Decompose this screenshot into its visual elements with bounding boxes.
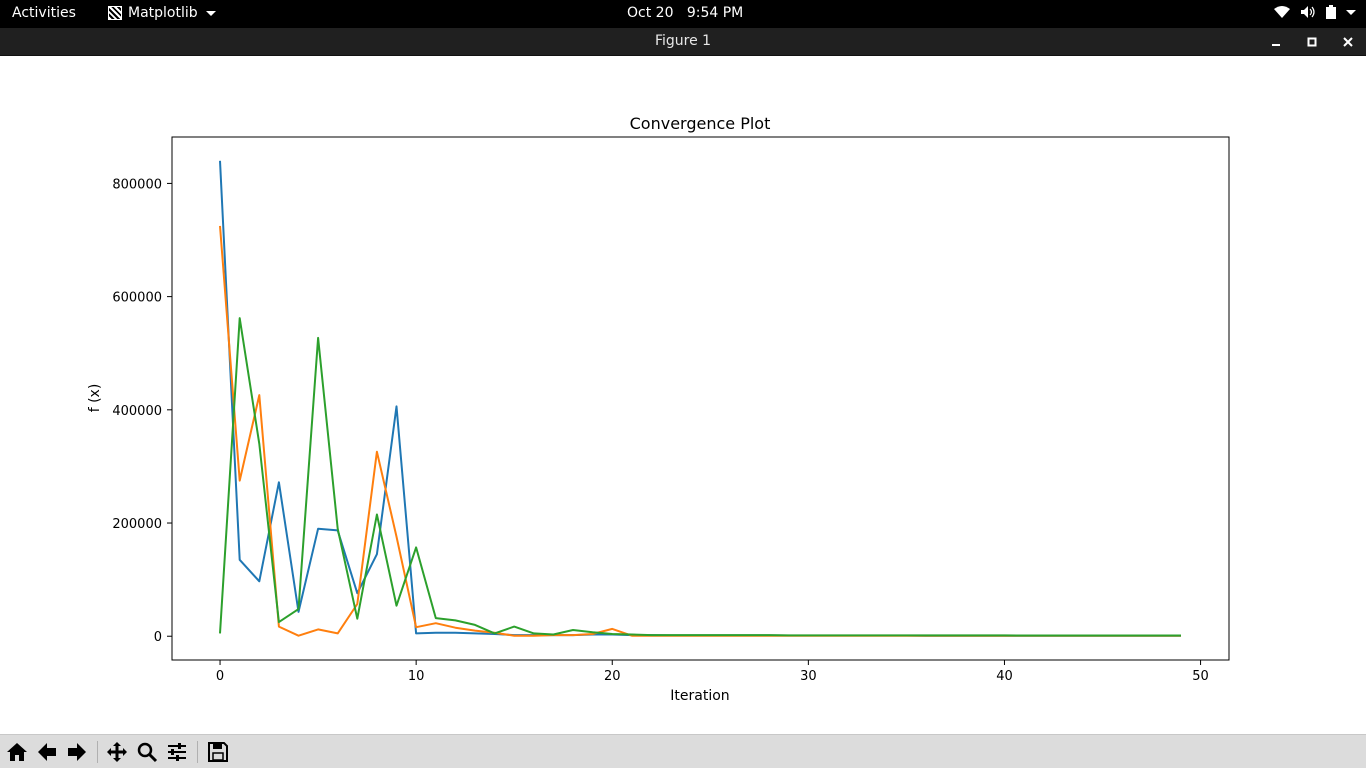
window-title-bar: Figure 1 [0,28,1366,56]
toolbar-separator [197,741,198,763]
y-tick-label: 0 [154,630,162,645]
clock[interactable]: Oct 20 9:54 PM [627,5,744,21]
x-tick-label: 0 [216,669,224,684]
close-icon [1343,37,1353,47]
toolbar-separator [97,741,98,763]
minimize-icon [1272,44,1280,46]
power-menu-icon [1346,10,1356,15]
save-button[interactable] [205,739,231,765]
configure-subplots-button[interactable] [164,739,190,765]
figure-canvas[interactable]: 0 10 20 30 40 50 0 200000 400000 600000 800000 Co… [0,56,1366,734]
pan-button[interactable] [104,739,130,765]
system-tray[interactable] [1274,5,1356,19]
y-axis-label: f (x) [87,384,103,413]
series-line-3 [219,317,1181,637]
y-tick-label: 400000 [112,404,162,419]
x-tick-label: 10 [408,669,425,684]
battery-icon [1326,5,1336,19]
arrow-left-icon [38,743,56,761]
convergence-chart[interactable]: 0 10 20 30 40 50 0 200000 400000 600000 800000 Co… [0,56,1366,734]
arrow-right-icon [68,743,86,761]
chart-title: Convergence Plot [630,114,771,133]
y-tick-label: 600000 [112,291,162,306]
forward-button[interactable] [64,739,90,765]
app-menu[interactable]: Matplotlib [108,5,216,21]
series-line-1 [219,160,1181,637]
maximize-icon [1307,37,1317,47]
home-button[interactable] [4,739,30,765]
x-axis-label: Iteration [670,688,729,704]
matplotlib-app-icon [108,6,122,20]
chevron-down-icon [205,10,216,16]
volume-icon [1301,6,1315,18]
home-icon [7,743,27,761]
floppy-disk-icon [208,742,228,762]
x-tick-label: 50 [1192,669,1209,684]
zoom-button[interactable] [134,739,160,765]
move-icon [107,742,127,762]
maximize-button[interactable] [1302,32,1322,52]
activities-button[interactable]: Activities [12,5,76,21]
app-menu-label: Matplotlib [128,5,198,21]
series-line-2 [219,225,1181,637]
y-tick-label: 200000 [112,517,162,532]
x-tick-label: 20 [604,669,621,684]
navigation-toolbar [0,734,1366,768]
window-title: Figure 1 [654,33,712,49]
close-button[interactable] [1338,32,1358,52]
magnifier-icon [137,742,158,763]
x-tick-label: 40 [996,669,1013,684]
y-tick-label: 800000 [112,177,162,192]
x-tick-label: 30 [800,669,817,684]
minimize-button[interactable] [1266,32,1286,52]
axes-frame [171,136,1230,661]
system-top-bar: Activities Matplotlib Oct 20 9:54 PM [0,0,1366,28]
back-button[interactable] [34,739,60,765]
wifi-icon [1274,6,1290,18]
sliders-icon [168,743,186,761]
